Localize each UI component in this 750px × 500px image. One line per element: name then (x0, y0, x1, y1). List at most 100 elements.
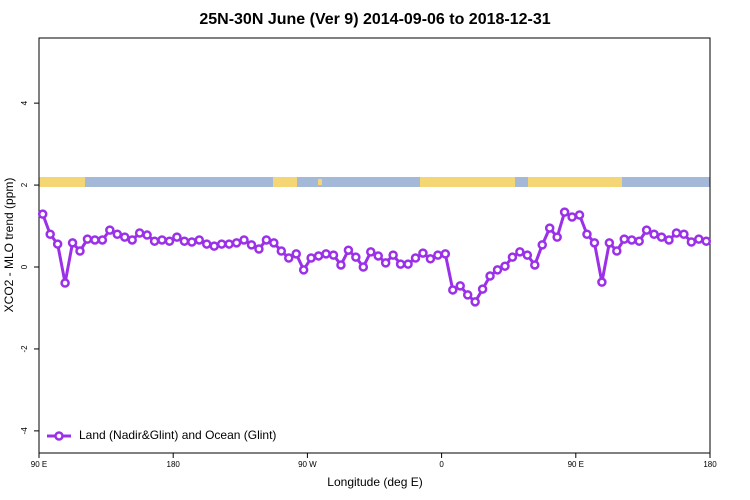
data-point (82, 234, 93, 244)
data-point (358, 262, 369, 272)
data-point (589, 238, 600, 248)
data-point (537, 240, 547, 250)
data-point (179, 236, 190, 246)
data-point (291, 249, 301, 259)
data-point (313, 251, 324, 261)
data-point (574, 210, 585, 220)
data-point (112, 229, 123, 239)
data-point (366, 247, 376, 257)
data-point (634, 236, 644, 246)
data-point (694, 234, 704, 244)
data-point (328, 250, 339, 260)
land-ocean-strip (39, 177, 710, 187)
data-point (530, 260, 540, 270)
data-point (373, 251, 383, 261)
data-point (403, 259, 413, 269)
data-point (134, 228, 145, 238)
x-tick-label: 90 E (31, 460, 47, 469)
data-point (380, 258, 391, 268)
y-axis-label: XCO2 - MLO trend (ppm) (2, 178, 16, 313)
data-point (619, 234, 630, 244)
data-point (284, 253, 294, 263)
data-point (679, 229, 689, 239)
data-point (492, 265, 503, 275)
data-point (515, 247, 525, 257)
data-point (686, 237, 697, 247)
data-point (269, 238, 279, 248)
x-tick-label: 180 (703, 460, 717, 469)
data-point (202, 239, 212, 249)
data-point (395, 259, 406, 269)
data-point (45, 229, 55, 239)
data-point (649, 229, 659, 239)
data-point (142, 230, 152, 240)
data-point (485, 271, 495, 281)
data-point (343, 245, 354, 255)
data-point (67, 238, 78, 248)
data-point (470, 297, 480, 307)
data-point (544, 223, 555, 233)
data-point (701, 236, 712, 246)
data-point (455, 281, 465, 291)
data-point (187, 237, 197, 247)
y-tick-label: 2 (20, 182, 29, 187)
data-point (500, 261, 510, 271)
data-point (321, 249, 331, 259)
chart-title: 25N-30N June (Ver 9) 2014-09-06 to 2018-… (199, 11, 550, 28)
data-point (440, 249, 451, 259)
legend-label: Land (Nadir&Glint) and Ocean (Glint) (79, 428, 276, 442)
data-point (276, 246, 287, 256)
x-tick-label: 90 W (298, 460, 317, 469)
data-point (157, 235, 167, 245)
data-point (641, 225, 652, 235)
data-point (231, 238, 242, 248)
data-point (336, 260, 346, 270)
data-point (52, 239, 63, 249)
data-point (597, 277, 607, 287)
data-point (97, 235, 108, 245)
data-point (433, 250, 443, 260)
data-point (60, 278, 70, 288)
data-point (105, 225, 115, 235)
data-point (522, 250, 533, 260)
y-tick-label: 0 (20, 264, 29, 269)
data-point (656, 232, 667, 242)
data-point (604, 238, 615, 248)
data-point (149, 236, 160, 246)
x-tick-label: 0 (439, 460, 444, 469)
data-point (582, 229, 592, 239)
data-point (507, 252, 518, 262)
data-point (209, 241, 219, 251)
data-point (388, 250, 398, 260)
data-point (216, 239, 227, 249)
data-point (418, 248, 428, 258)
data-point (664, 235, 674, 245)
data-point (425, 254, 436, 264)
x-tick-label: 90 E (568, 460, 584, 469)
y-tick-label: 4 (20, 100, 29, 105)
data-point (612, 246, 622, 256)
y-tick-label: -2 (20, 345, 29, 353)
y-tick-label: -4 (20, 427, 29, 435)
data-point (127, 235, 137, 245)
data-point (254, 244, 264, 254)
data-point (261, 235, 272, 245)
data-point (559, 207, 570, 217)
plot-frame (38, 37, 711, 454)
x-tick-label: 180 (167, 460, 181, 469)
x-axis-label: Longitude (deg E) (327, 475, 422, 489)
data-point (224, 239, 234, 249)
data-point (306, 253, 316, 263)
data-point (462, 290, 473, 300)
data-point (351, 252, 361, 262)
data-point (172, 232, 182, 242)
data-point (194, 235, 205, 245)
data-point (239, 235, 249, 245)
data-point (246, 240, 257, 250)
data-point (410, 253, 421, 263)
data-point (552, 232, 562, 242)
data-point (164, 236, 175, 246)
data-point (90, 235, 100, 245)
